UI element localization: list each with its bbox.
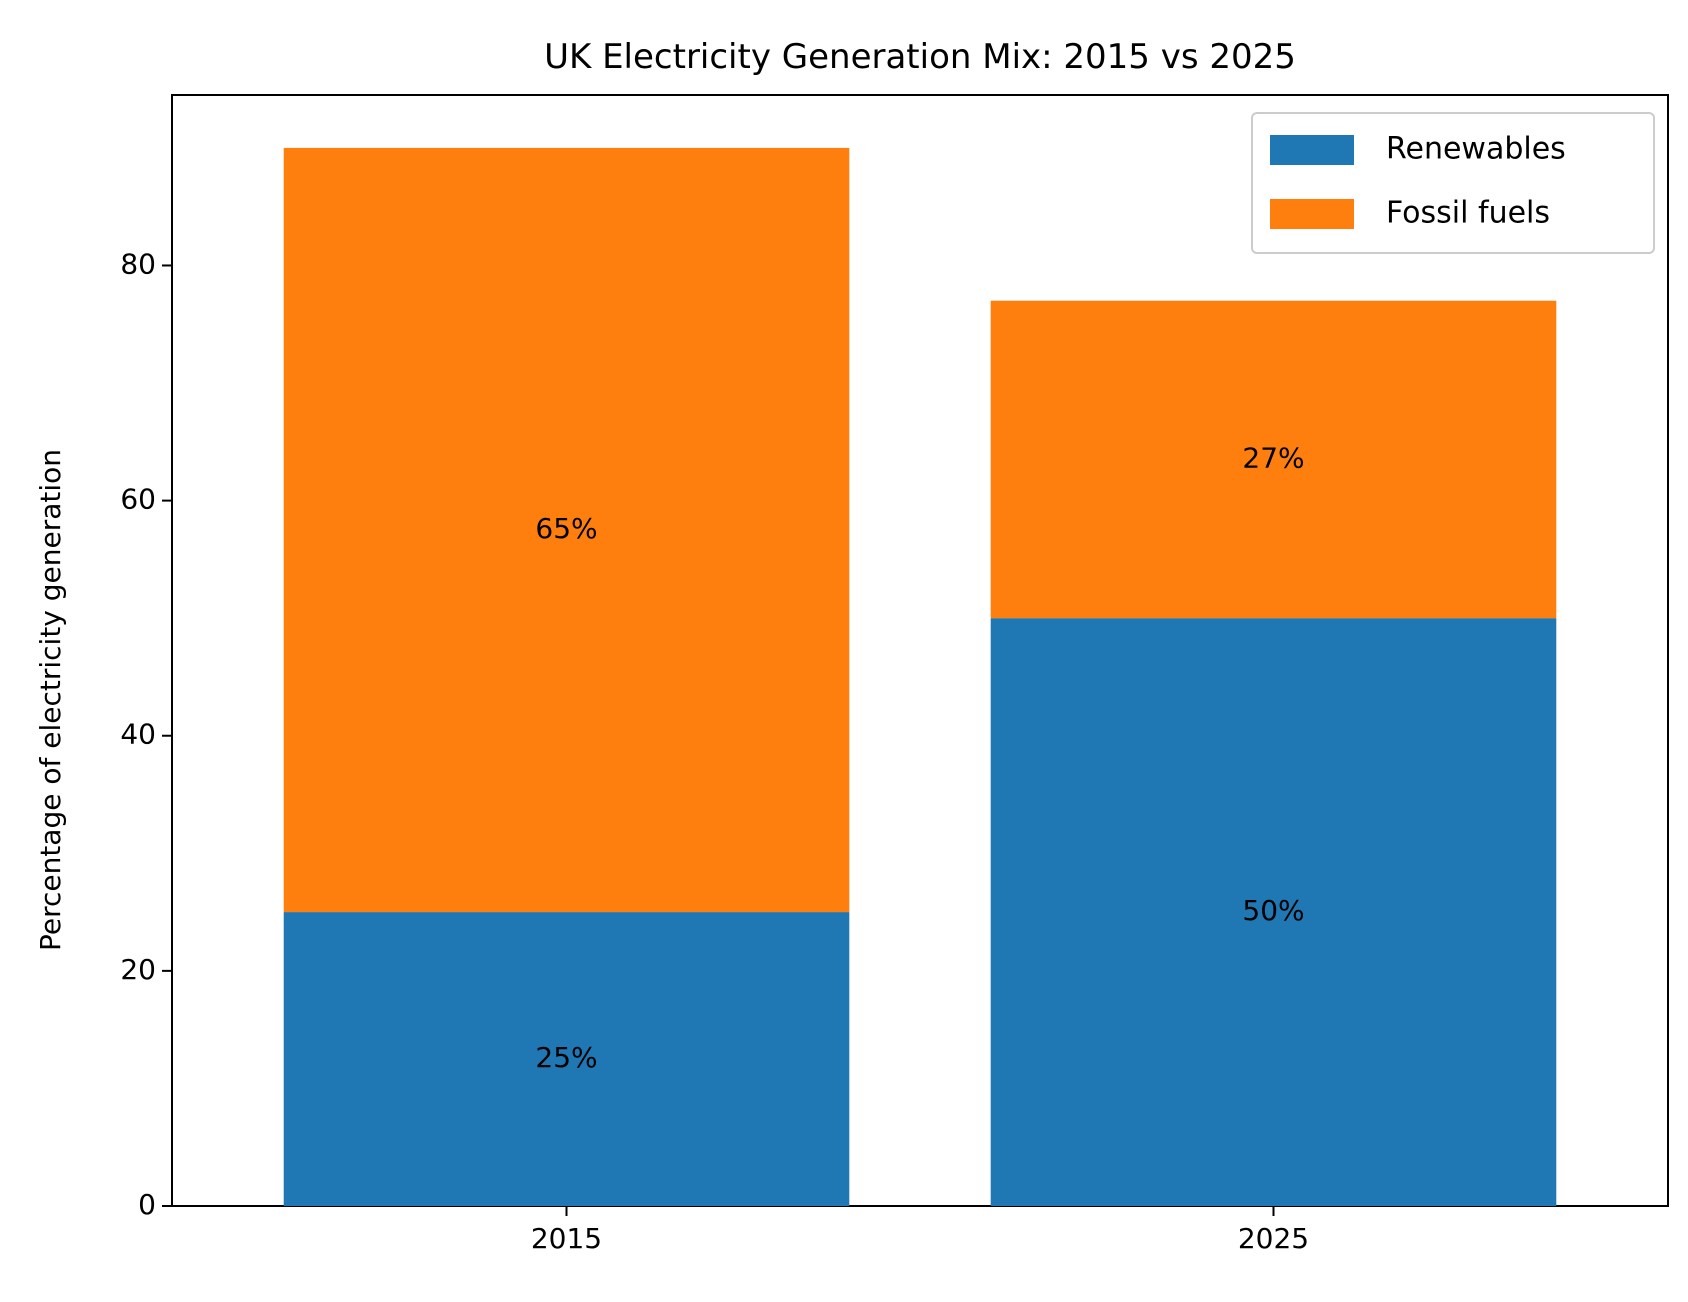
legend: Renewables Fossil fuels (1251, 112, 1655, 254)
bar-renewables-2015 (283, 912, 850, 1206)
y-axis: 0 20 40 60 80 (120, 247, 172, 1221)
x-axis: 2015 2025 (531, 1206, 1309, 1255)
bar-value-label: 27% (1242, 441, 1304, 474)
bars (283, 147, 1557, 1206)
y-tick-label: 80 (120, 247, 156, 280)
chart-title: UK Electricity Generation Mix: 2015 vs 2… (544, 37, 1296, 77)
bar-value-label: 65% (535, 512, 597, 545)
plot-area (171, 94, 1669, 1207)
bar-value-label: 50% (1242, 894, 1304, 927)
bar-fossil-fuels-2025 (990, 300, 1557, 619)
plot-frame (171, 94, 1669, 1207)
bar-renewables-2025 (990, 618, 1557, 1206)
bar-value-label: 25% (535, 1041, 597, 1074)
y-tick-label: 40 (120, 718, 156, 751)
y-axis-label: Percentage of electricity generation (34, 449, 67, 951)
y-tick-label: 60 (120, 483, 156, 516)
y-tick-label: 20 (120, 953, 156, 986)
y-tick-label: 0 (138, 1188, 156, 1221)
legend-label: Fossil fuels (1386, 196, 1550, 231)
bar-labels: 25% 65% 50% 27% (535, 441, 1304, 1074)
legend-swatch (1270, 135, 1354, 165)
legend-swatch (1270, 199, 1354, 229)
x-tick-label: 2025 (1238, 1222, 1309, 1255)
x-tick-label: 2015 (531, 1222, 602, 1255)
legend-label: Renewables (1386, 132, 1566, 167)
bar-fossil-fuels-2015 (283, 147, 850, 913)
